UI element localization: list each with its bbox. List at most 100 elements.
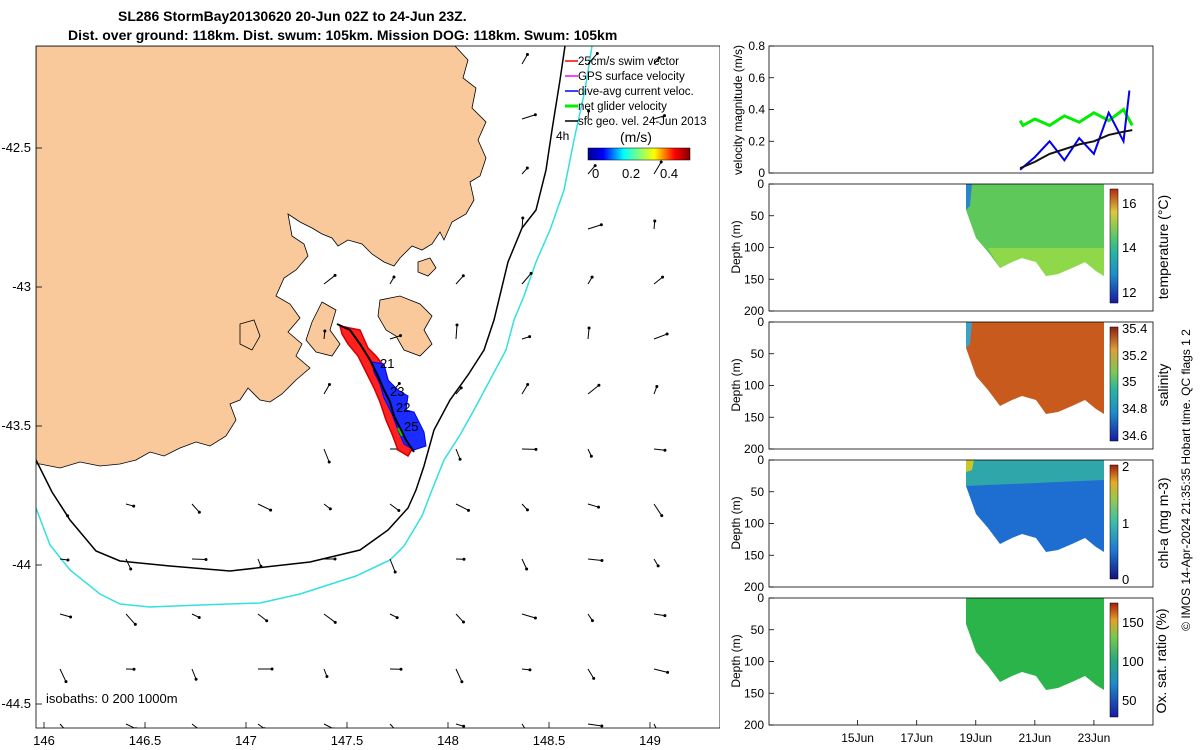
current-arrow-head bbox=[528, 668, 532, 672]
current-arrow-head bbox=[397, 382, 401, 386]
current-arrow-head bbox=[132, 504, 136, 508]
speed-colorbar-tick-1: 0.2 bbox=[622, 166, 640, 181]
depth-tick: 200 bbox=[744, 580, 764, 594]
map-x-tick: 147.5 bbox=[331, 733, 364, 748]
depth-tick: 100 bbox=[744, 241, 764, 255]
current-arrow-head bbox=[526, 383, 530, 387]
map-x-tick: 149 bbox=[639, 733, 661, 748]
current-arrow bbox=[587, 668, 595, 679]
current-arrow bbox=[653, 333, 668, 340]
current-arrow bbox=[587, 328, 590, 340]
map-x-axis: 146 146.5 147 147.5 148 148.5 149 bbox=[33, 722, 661, 748]
velocity-y-tick: 0.2 bbox=[748, 134, 765, 148]
corner-label-4h: 4h bbox=[556, 129, 569, 143]
current-arrow bbox=[257, 503, 271, 511]
depth-tick: 200 bbox=[744, 304, 764, 318]
map-x-tick: 146.5 bbox=[129, 733, 162, 748]
map-legend: 25cm/s swim vector GPS surface velocity … bbox=[565, 56, 707, 128]
current-arrow bbox=[653, 723, 657, 728]
depth-tick: 0 bbox=[757, 453, 764, 467]
salinity-panel: Depth (m) 0 50 100 150 200 35.4 35.2 35 34.8… bbox=[729, 315, 1171, 456]
current-arrow-head bbox=[590, 275, 594, 279]
current-arrow-head bbox=[333, 273, 337, 277]
current-arrow-head bbox=[397, 509, 401, 513]
current-arrow bbox=[587, 558, 602, 562]
current-arrow-head bbox=[587, 326, 591, 330]
current-arrow-head bbox=[265, 619, 269, 623]
chlorophyll-cb-tick-1: 1 bbox=[1122, 516, 1129, 531]
current-arrow-head bbox=[325, 674, 329, 678]
depth-tick: 150 bbox=[744, 686, 764, 700]
velocity-ylabel: velocity magnitude (m/s) bbox=[731, 45, 745, 175]
current-arrow-head bbox=[525, 508, 529, 512]
isobath-200 bbox=[36, 46, 566, 572]
current-vector-cloud bbox=[371, 361, 427, 451]
current-arrow-head bbox=[202, 731, 205, 734]
current-arrow-head bbox=[197, 510, 201, 514]
depth-tick: 0 bbox=[757, 177, 764, 191]
salinity-cb-label: salinity bbox=[1155, 364, 1171, 407]
salinity-depth-label: Depth (m) bbox=[729, 358, 743, 411]
current-arrow-head bbox=[66, 514, 70, 518]
current-arrow-head bbox=[599, 223, 603, 227]
current-arrow-head bbox=[660, 514, 664, 518]
temperature-cb-label: temperature (°C) bbox=[1155, 195, 1171, 299]
legend-gps-velocity: GPS surface velocity bbox=[578, 71, 685, 83]
current-arrow-head bbox=[197, 615, 201, 619]
oxygen-cb-tick-1: 100 bbox=[1122, 654, 1144, 669]
current-arrow-head bbox=[657, 56, 661, 60]
current-arrow-head bbox=[600, 724, 604, 728]
tasman-peninsula bbox=[305, 301, 341, 357]
temperature-depth-label: Depth (m) bbox=[729, 220, 743, 273]
current-arrow bbox=[521, 54, 528, 65]
current-arrow bbox=[323, 384, 330, 395]
forestier-peninsula bbox=[377, 295, 433, 357]
current-arrow-head bbox=[600, 559, 604, 563]
depth-tick: 100 bbox=[744, 379, 764, 393]
current-arrow bbox=[389, 503, 400, 511]
track-label-22: 22 bbox=[396, 400, 410, 415]
temperature-cb-tick-2: 12 bbox=[1122, 285, 1136, 300]
island-north bbox=[417, 257, 437, 277]
current-arrow bbox=[521, 273, 532, 285]
current-arrow-head bbox=[587, 109, 591, 113]
current-arrow bbox=[125, 613, 136, 625]
current-arrow bbox=[455, 324, 458, 340]
title-line-2: Dist. over ground: 118km. Dist. swum: 10… bbox=[68, 27, 618, 43]
current-arrow-head bbox=[525, 166, 529, 170]
current-arrow bbox=[587, 384, 600, 395]
current-arrow-head bbox=[392, 275, 396, 279]
current-arrow-head bbox=[395, 616, 399, 620]
current-arrow-head bbox=[327, 382, 331, 386]
current-arrow bbox=[191, 668, 197, 680]
current-arrow-head bbox=[666, 670, 670, 674]
speed-colorbar-label: (m/s) bbox=[620, 129, 652, 145]
current-arrow bbox=[653, 668, 668, 673]
current-arrow bbox=[521, 613, 536, 619]
velocity-y-tick: 0.4 bbox=[748, 103, 765, 117]
current-arrow bbox=[455, 668, 463, 682]
current-arrow-head bbox=[328, 507, 332, 511]
current-arrow-head bbox=[69, 615, 73, 619]
oxygen-cb-label: Ox. sat. ratio (%) bbox=[1153, 608, 1169, 713]
date-tick: 23Jun bbox=[1078, 731, 1111, 745]
chlorophyll-cb-tick-0: 2 bbox=[1122, 459, 1129, 474]
current-arrow-head bbox=[259, 564, 263, 568]
current-arrow-head bbox=[655, 385, 659, 389]
depth-tick: 50 bbox=[751, 209, 765, 223]
current-arrow-head bbox=[590, 619, 594, 623]
temperature-deep-band bbox=[988, 248, 1104, 276]
current-arrow bbox=[653, 161, 662, 175]
velocity-y-tick: 0.8 bbox=[748, 39, 765, 53]
net-velocity-marks bbox=[397, 427, 403, 437]
current-arrow-head bbox=[66, 558, 70, 562]
oxygen-field bbox=[966, 598, 1104, 690]
velocity-y-tick: 0.6 bbox=[748, 71, 765, 85]
current-arrow-head bbox=[323, 329, 327, 333]
current-arrow-head bbox=[129, 567, 133, 571]
map-x-tick: 148 bbox=[437, 733, 459, 748]
track-label-23: 23 bbox=[390, 384, 404, 399]
current-arrow bbox=[653, 448, 665, 451]
chlorophyll-cb-tick-2: 0 bbox=[1122, 572, 1129, 587]
current-arrow bbox=[191, 503, 200, 513]
